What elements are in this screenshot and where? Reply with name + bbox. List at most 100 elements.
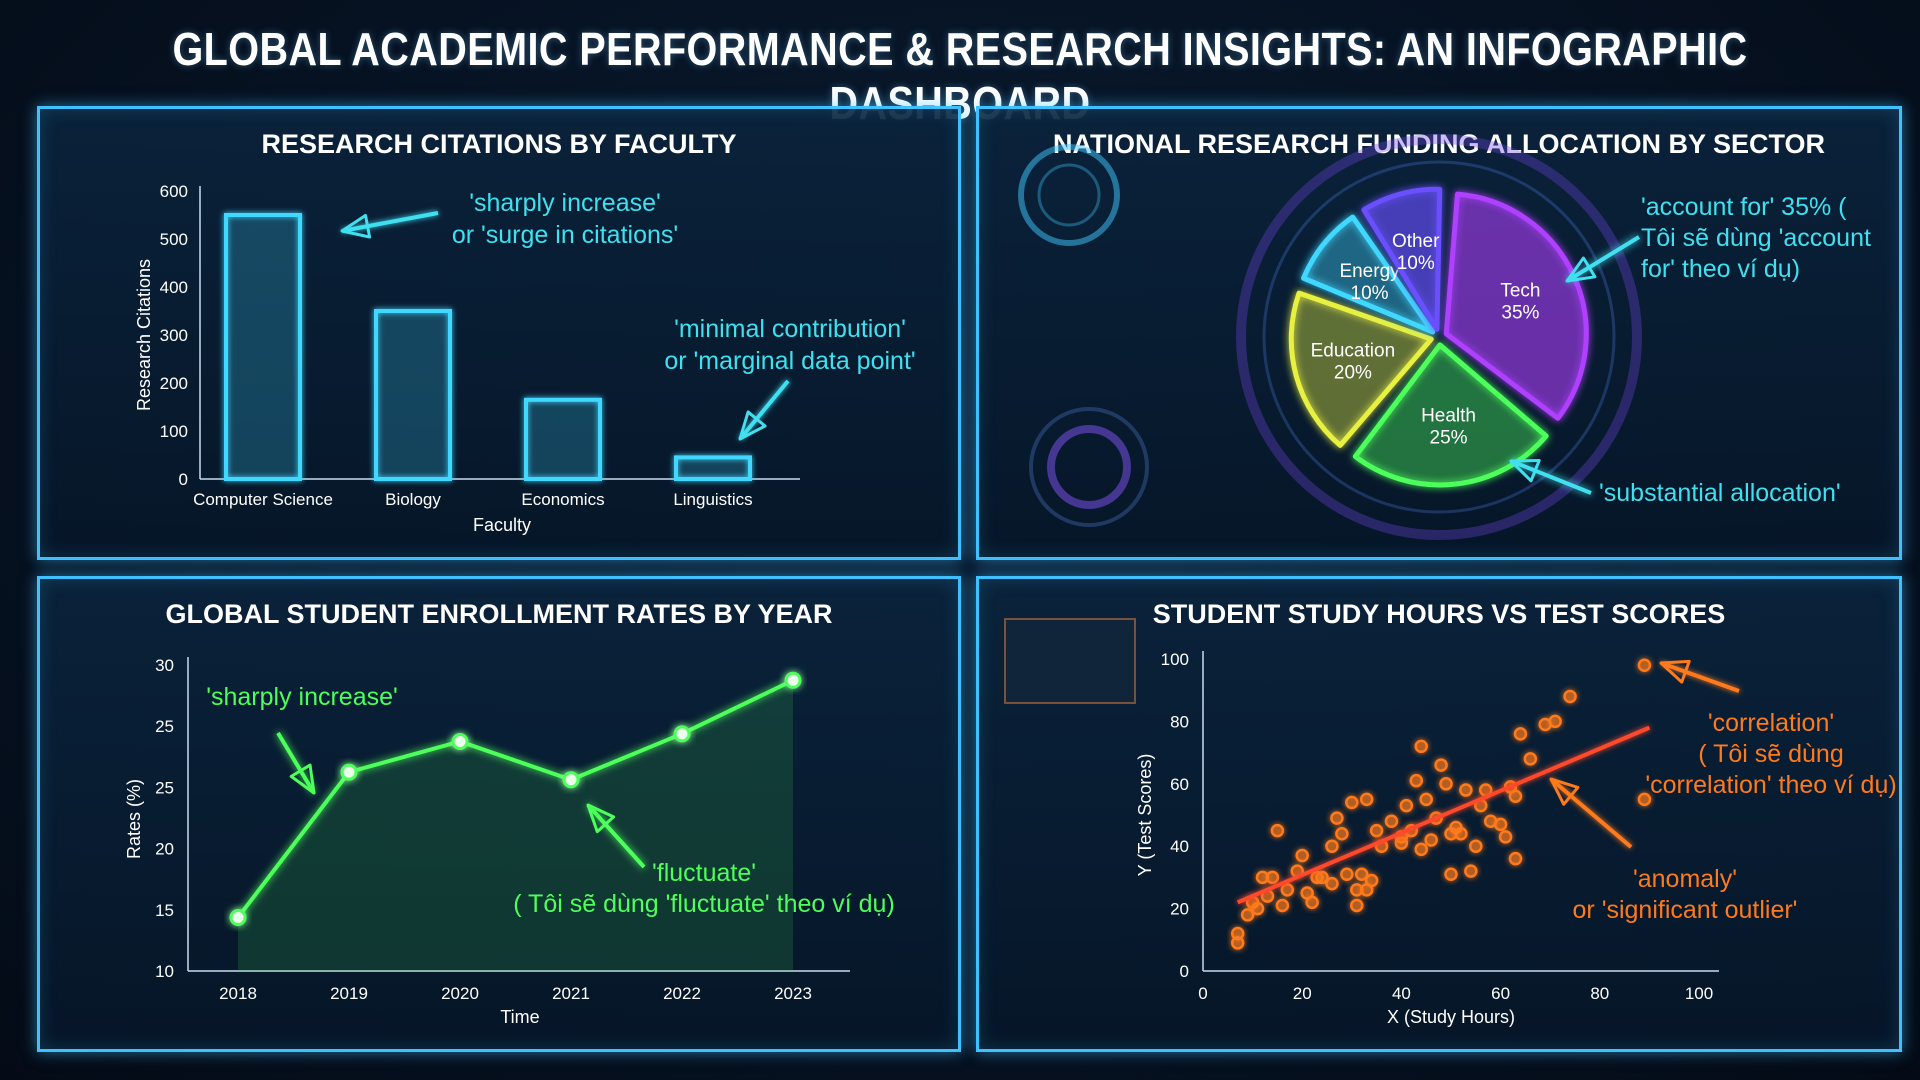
y-axis-label: Y (Test Scores): [1135, 754, 1155, 877]
y-tick-label: 0: [1180, 962, 1189, 981]
slice-value: 20%: [1334, 362, 1372, 383]
citations-panel: RESEARCH CITATIONS BY FACULTY 0 100 200 300 4…: [37, 106, 961, 560]
scatter-point: [1295, 848, 1309, 863]
slice-label: Energy: [1339, 261, 1400, 282]
annotation-text: 'correlation' theo ví dụ): [1645, 771, 1896, 799]
x-tick-label: 80: [1590, 984, 1609, 1003]
annotation-text: 'substantial allocation': [1599, 479, 1841, 507]
y-axis-label: Research Citations: [134, 259, 154, 411]
scatter-point: [1330, 811, 1344, 825]
x-tick-label: 2023: [774, 984, 812, 1003]
annotation-text: Tôi sẽ dùng 'account: [1641, 224, 1871, 252]
annotation-text: or 'marginal data point': [664, 347, 915, 375]
scatter-point: [1325, 839, 1339, 853]
x-axis-label: Time: [500, 1007, 539, 1027]
scatter-point: [1498, 830, 1513, 844]
y-tick-label: 25: [155, 717, 174, 736]
x-tick-label: 60: [1491, 984, 1510, 1003]
study-hours-panel: STUDENT STUDY HOURS VS TEST SCORES 0 20 40 6…: [976, 576, 1902, 1052]
x-tick-label: Computer Science: [193, 490, 333, 509]
funding-panel: NATIONAL RESEARCH FUNDING ALLOCATION BY …: [976, 106, 1902, 560]
x-tick-label: 40: [1392, 984, 1411, 1003]
line-area: [238, 680, 793, 971]
y-axis-label: Rates (%): [124, 779, 144, 859]
y-tick-label: 25: [155, 778, 174, 797]
y-tick-label: 100: [160, 422, 188, 441]
line-point: [451, 733, 469, 750]
annotation-arrow: [586, 803, 646, 869]
line-series: [236, 678, 794, 919]
annotation-text: 'minimal contribution': [674, 315, 906, 343]
scatter-point: [1315, 870, 1329, 885]
annotation-arrow-head: [738, 410, 767, 441]
chart-title: GLOBAL STUDENT ENROLLMENT RATES BY YEAR: [165, 599, 832, 629]
citations-bar-chart: RESEARCH CITATIONS BY FACULTY 0 100 200 300 4…: [134, 129, 916, 535]
annotation-arrow-head: [1565, 256, 1597, 283]
scatter-point: [1240, 908, 1255, 922]
annotation-text: ( Tôi sẽ dùng 'fluctuate' theo ví dụ): [513, 890, 895, 918]
line-point: [229, 908, 247, 926]
y-tick-label: 300: [160, 326, 188, 345]
y-tick-label: 10: [155, 962, 174, 981]
scatter-point: [1350, 898, 1364, 913]
annotation-arrow-head: [586, 803, 616, 834]
decorative-dial: [1029, 407, 1149, 527]
chart-title: RESEARCH CITATIONS BY FACULTY: [261, 129, 736, 159]
annotation-arrow-head: [289, 763, 316, 795]
slice-label: Other: [1392, 231, 1440, 252]
scatter-point: [1548, 714, 1562, 729]
pie-slice: [1361, 186, 1443, 332]
study-hours-scatter-chart: STUDENT STUDY HOURS VS TEST SCORES 0 20 40 6…: [1004, 599, 1897, 1027]
x-tick-label: 2019: [330, 984, 368, 1003]
scatter-point: [1335, 826, 1349, 841]
y-tick-label: 200: [160, 374, 188, 393]
x-tick-label: 2022: [663, 984, 701, 1003]
y-tick-label: 400: [160, 278, 188, 297]
scatter-point: [1508, 789, 1523, 804]
decorative-thumbnail: [1004, 618, 1136, 704]
scatter-point: [1439, 777, 1453, 791]
line-point: [562, 771, 580, 789]
scatter-point: [1345, 795, 1359, 810]
pie-slice: [1352, 342, 1549, 488]
scatter-point: [1469, 839, 1483, 853]
x-tick-label: 2018: [219, 984, 257, 1003]
scatter-point: [1409, 773, 1424, 788]
x-axis-label: X (Study Hours): [1387, 1007, 1515, 1027]
y-tick-label: 0: [179, 470, 188, 489]
annotation-text: 'anomaly': [1633, 865, 1737, 893]
scatter-point: [1394, 836, 1409, 850]
scatter-point: [1454, 826, 1468, 841]
scatter-point: [1444, 867, 1458, 882]
slice-value: 10%: [1351, 283, 1389, 304]
pie-slice: [1288, 290, 1434, 448]
y-tick-label: 80: [1170, 712, 1189, 731]
scatter-point: [1424, 833, 1438, 847]
annotation-arrow: [738, 379, 790, 441]
decorative-ring: [1262, 160, 1616, 514]
chart-title: STUDENT STUDY HOURS VS TEST SCORES: [1153, 599, 1726, 629]
y-tick-label: 40: [1170, 837, 1189, 856]
scatter-point: [1359, 792, 1374, 807]
decorative-ring: [1236, 134, 1642, 540]
enrollment-line-chart: GLOBAL STUDENT ENROLLMENT RATES BY YEAR 3…: [124, 599, 895, 1027]
x-tick-label: Economics: [521, 490, 604, 509]
y-tick-label: 500: [160, 230, 188, 249]
slice-label: Tech: [1500, 281, 1540, 302]
bar: [524, 397, 602, 481]
scatter-point: [1637, 792, 1652, 807]
y-tick-label: 20: [1170, 900, 1189, 919]
scatter-point: [1563, 689, 1577, 704]
scatter-point: [1513, 727, 1528, 741]
y-tick-label: 15: [155, 901, 174, 920]
enrollment-panel: GLOBAL STUDENT ENROLLMENT RATES BY YEAR 3…: [37, 576, 961, 1052]
annotation-text: 'correlation': [1708, 709, 1834, 737]
scatter-point: [1305, 895, 1319, 910]
annotation-arrow: [1660, 661, 1740, 693]
slice-value: 35%: [1501, 303, 1539, 324]
pie-slice: [1301, 214, 1436, 335]
scatter-point: [1384, 814, 1399, 828]
scatter-point: [1508, 851, 1523, 866]
annotation-text: for' theo ví dụ): [1641, 255, 1800, 283]
scatter-point: [1434, 758, 1448, 772]
